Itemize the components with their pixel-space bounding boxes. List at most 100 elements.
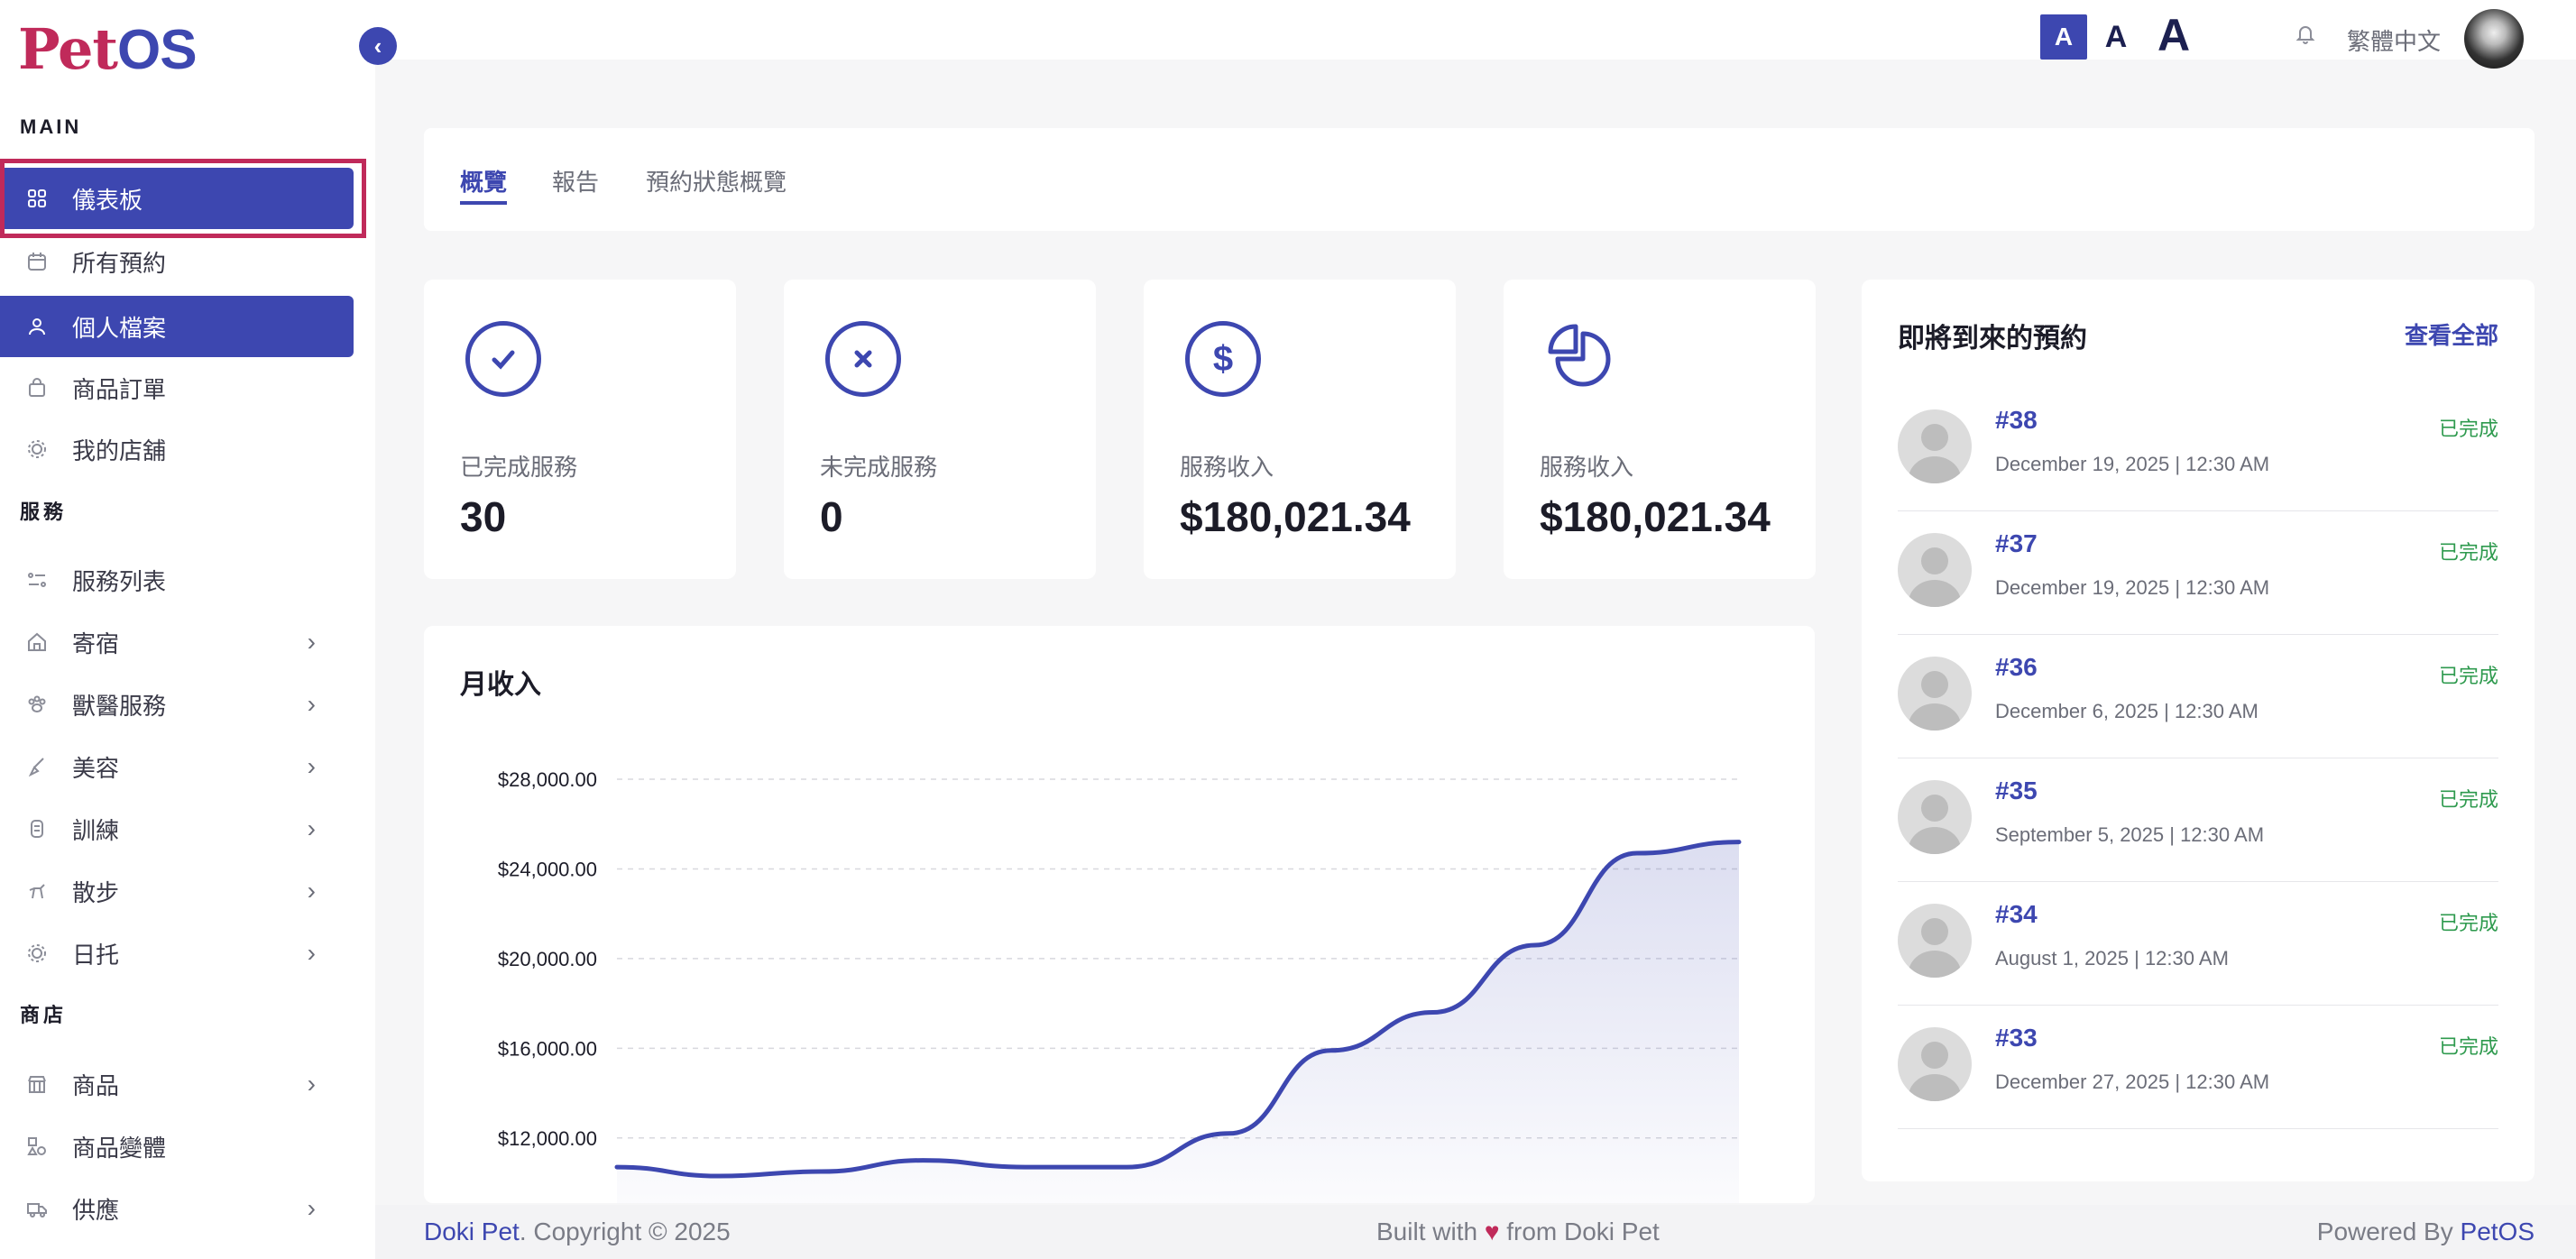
status-badge: 已完成 bbox=[2438, 912, 2498, 934]
sidebar-item-label: 日托 bbox=[72, 941, 120, 969]
footer-petos-link[interactable]: PetOS bbox=[2460, 1218, 2535, 1245]
sidebar-item-boarding[interactable]: 寄宿 › bbox=[0, 611, 354, 673]
sidebar-item-label: 商品訂單 bbox=[72, 375, 167, 403]
dollar-circle-icon: $ bbox=[1185, 321, 1261, 397]
sidebar-item-profile[interactable]: 個人檔案 bbox=[0, 296, 354, 357]
sidebar-item-training[interactable]: 訓練 › bbox=[0, 798, 354, 859]
footer-powered-by: Powered By PetOS bbox=[2316, 1218, 2535, 1245]
variant-icon bbox=[25, 1135, 49, 1158]
monthly-revenue-card: 月收入 $28,000.00 $24,000.00 $20,000.00 $16,00… bbox=[424, 626, 1815, 1203]
y-tick-label: $12,000.00 bbox=[498, 1127, 597, 1150]
booking-id[interactable]: #35 bbox=[1995, 777, 2038, 804]
sidebar-item-grooming[interactable]: 美容 › bbox=[0, 736, 354, 797]
stat-label: 服務收入 bbox=[1180, 454, 1274, 481]
chevron-right-icon: › bbox=[307, 1070, 316, 1098]
sidebar-item-label: 個人檔案 bbox=[72, 314, 167, 342]
stat-card-service-revenue: $ 服務收入 $180,021.34 bbox=[1144, 280, 1456, 579]
check-circle-icon bbox=[465, 321, 541, 397]
sidebar-item-walking[interactable]: 散步 › bbox=[0, 860, 354, 922]
booking-id[interactable]: #34 bbox=[1995, 900, 2038, 928]
booking-date: December 6, 2025 | 12:30 AM bbox=[1995, 700, 2259, 722]
tabs-bar: 概覽 報告 預約狀態概覽 bbox=[424, 128, 2535, 231]
stat-value: 30 bbox=[460, 493, 507, 540]
truck-icon bbox=[25, 1197, 49, 1220]
booking-row[interactable]: #38 December 19, 2025 | 12:30 AM 已完成 bbox=[1898, 388, 2498, 511]
shop-icon bbox=[25, 1072, 49, 1096]
booking-date: December 19, 2025 | 12:30 AM bbox=[1995, 576, 2270, 599]
status-badge: 已完成 bbox=[2438, 788, 2498, 811]
avatar bbox=[1898, 533, 1972, 607]
monthly-revenue-chart: $28,000.00 $24,000.00 $20,000.00 $16,000.00… bbox=[498, 768, 1742, 1203]
store-icon bbox=[25, 437, 49, 461]
tab-reports[interactable]: 報告 bbox=[552, 169, 600, 196]
avatar bbox=[1898, 657, 1972, 731]
font-size-large-button[interactable]: A bbox=[2157, 10, 2191, 60]
y-tick-label: $24,000.00 bbox=[498, 858, 597, 880]
avatar bbox=[1898, 1027, 1972, 1101]
stat-card-incomplete: 未完成服務 0 bbox=[784, 280, 1096, 579]
booking-row[interactable]: #36 December 6, 2025 | 12:30 AM 已完成 bbox=[1898, 635, 2498, 758]
footer-brand-link[interactable]: Doki Pet bbox=[424, 1218, 520, 1245]
booking-date: December 27, 2025 | 12:30 AM bbox=[1995, 1071, 2270, 1093]
font-size-medium-button[interactable]: A bbox=[2104, 19, 2128, 54]
sidebar-item-daycare[interactable]: 日托 › bbox=[0, 923, 354, 984]
y-tick-label: $16,000.00 bbox=[498, 1037, 597, 1060]
sidebar-item-service-list[interactable]: 服務列表 bbox=[0, 549, 354, 611]
stat-card-service-revenue-2: 服務收入 $180,021.34 bbox=[1504, 280, 1816, 579]
section-label-shop: 商店 bbox=[20, 1004, 68, 1026]
bell-icon[interactable] bbox=[2295, 23, 2318, 47]
user-avatar[interactable] bbox=[2464, 9, 2524, 69]
petos-logo[interactable]: PetOS bbox=[18, 16, 198, 82]
stat-value: 0 bbox=[820, 493, 843, 540]
booking-id[interactable]: #38 bbox=[1995, 406, 2038, 434]
y-tick-label: $28,000.00 bbox=[498, 768, 597, 791]
sidebar-item-all-bookings[interactable]: 所有預約 bbox=[0, 231, 354, 292]
view-all-link[interactable]: 查看全部 bbox=[2404, 322, 2498, 349]
booking-row[interactable]: #35 September 5, 2025 | 12:30 AM 已完成 bbox=[1898, 758, 2498, 882]
sidebar-item-supply[interactable]: 供應 › bbox=[0, 1178, 354, 1239]
booking-id[interactable]: #36 bbox=[1995, 653, 2038, 681]
tab-overview[interactable]: 概覽 bbox=[460, 164, 508, 205]
sidebar-item-products[interactable]: 商品 › bbox=[0, 1053, 354, 1115]
sidebar-collapse-button[interactable]: ‹ bbox=[359, 27, 397, 65]
sidebar-item-label: 商品 bbox=[72, 1071, 120, 1099]
pie-chart-icon bbox=[1545, 321, 1621, 397]
section-label-main: MAIN bbox=[20, 115, 82, 138]
revenue-area bbox=[617, 841, 1739, 1203]
x-circle-icon bbox=[825, 321, 901, 397]
chevron-right-icon: › bbox=[307, 690, 316, 718]
footer: Doki Pet. Copyright © 2025 Built with ♥ … bbox=[375, 1205, 2576, 1259]
section-label-services: 服務 bbox=[20, 501, 68, 523]
stat-value: $180,021.34 bbox=[1180, 493, 1411, 540]
sidebar-item-my-store[interactable]: 我的店舖 bbox=[0, 418, 354, 480]
bag-icon bbox=[25, 376, 49, 400]
sidebar-item-product-orders[interactable]: 商品訂單 bbox=[0, 357, 354, 418]
chevron-right-icon: › bbox=[307, 939, 316, 967]
sidebar-item-product-variants[interactable]: 商品變體 bbox=[0, 1116, 354, 1177]
grid-icon bbox=[25, 187, 49, 210]
sidebar-item-label: 我的店舖 bbox=[72, 437, 167, 464]
sidebar-item-label: 寄宿 bbox=[72, 630, 120, 657]
booking-id[interactable]: #37 bbox=[1995, 529, 2038, 557]
booking-row[interactable]: #34 August 1, 2025 | 12:30 AM 已完成 bbox=[1898, 882, 2498, 1006]
booking-id[interactable]: #33 bbox=[1995, 1024, 2038, 1052]
sidebar-item-label: 商品變體 bbox=[72, 1134, 167, 1162]
font-size-small-button[interactable]: A bbox=[2040, 14, 2087, 60]
sidebar-item-label: 獸醫服務 bbox=[72, 692, 167, 720]
chevron-right-icon: › bbox=[307, 752, 316, 780]
avatar bbox=[1898, 409, 1972, 483]
language-selector[interactable]: 繁體中文 bbox=[2347, 28, 2442, 55]
upcoming-title: 即將到來的預約 bbox=[1898, 324, 2087, 354]
booking-row[interactable]: #37 December 19, 2025 | 12:30 AM 已完成 bbox=[1898, 511, 2498, 635]
daycare-icon bbox=[25, 942, 49, 965]
sidebar-item-dashboard[interactable]: 儀表板 bbox=[0, 168, 354, 229]
sidebar-item-label: 服務列表 bbox=[72, 567, 167, 595]
sidebar-item-vet-services[interactable]: 獸醫服務 › bbox=[0, 674, 354, 735]
tab-booking-status[interactable]: 預約狀態概覽 bbox=[646, 169, 787, 196]
booking-row[interactable]: #33 December 27, 2025 | 12:30 AM 已完成 bbox=[1898, 1006, 2498, 1129]
chevron-right-icon: › bbox=[307, 628, 316, 656]
footer-built-with: Built with ♥ from Doki Pet bbox=[1376, 1218, 1660, 1245]
sidebar-item-label: 訓練 bbox=[72, 816, 120, 844]
booking-date: August 1, 2025 | 12:30 AM bbox=[1995, 947, 2229, 970]
training-icon bbox=[25, 817, 49, 841]
